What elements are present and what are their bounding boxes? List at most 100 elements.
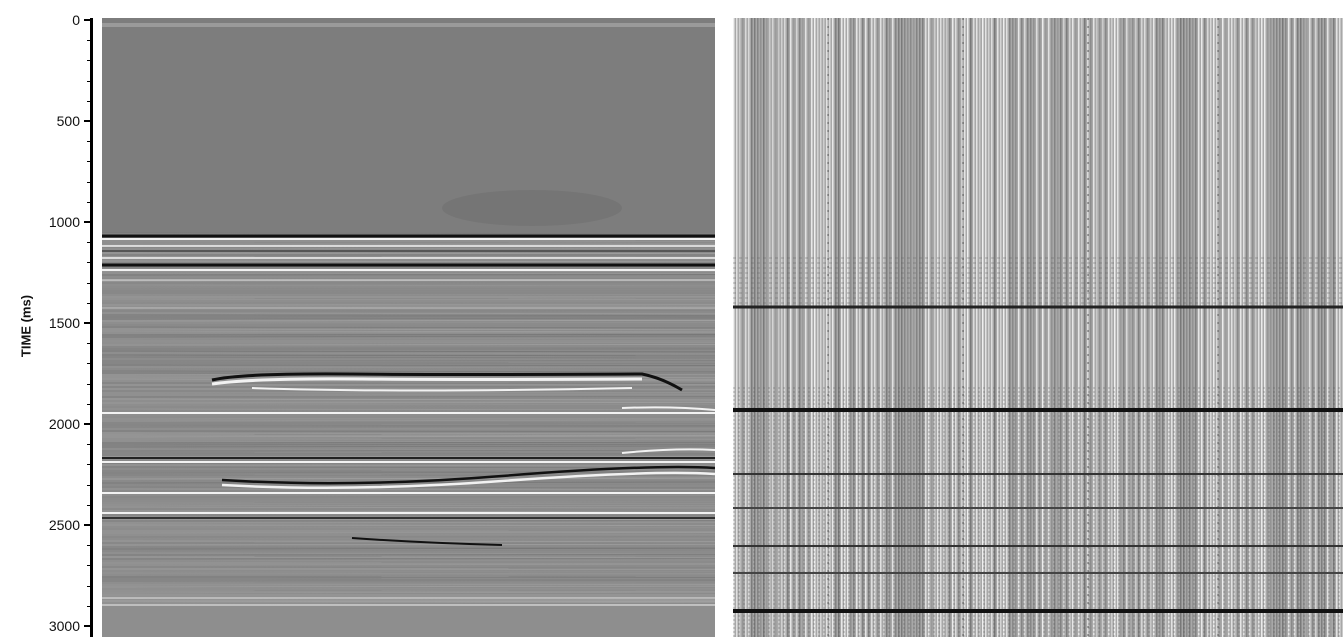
trace: [931, 18, 933, 637]
trace: [1084, 18, 1086, 637]
texture-line: [102, 585, 715, 588]
trace: [1159, 18, 1161, 637]
texture-line: [102, 547, 715, 550]
texture-line: [102, 598, 715, 601]
trace: [1222, 18, 1224, 637]
trace: [781, 18, 783, 637]
trace: [1135, 18, 1137, 637]
trace: [745, 18, 747, 637]
trace: [1315, 18, 1317, 637]
trace: [991, 18, 993, 637]
texture-line: [102, 321, 715, 324]
minor-tick: [87, 585, 91, 587]
trace: [985, 18, 987, 637]
texture-line: [102, 448, 715, 451]
trace: [928, 18, 930, 637]
trace: [925, 18, 927, 637]
trace: [895, 18, 897, 637]
trace: [1168, 18, 1170, 637]
trace: [1291, 18, 1293, 637]
minor-tick: [87, 161, 91, 163]
texture-line: [102, 400, 715, 403]
tick-label: 2000: [48, 416, 80, 432]
texture-line: [102, 367, 715, 370]
texture-line: [102, 443, 715, 446]
trace: [889, 18, 891, 637]
trace: [1072, 18, 1074, 637]
texture-line: [102, 557, 715, 560]
trace: [1321, 18, 1323, 637]
shadow-patch: [442, 190, 622, 226]
minor-tick: [87, 60, 91, 62]
trace: [988, 18, 990, 637]
trace: [784, 18, 786, 637]
minor-tick: [87, 464, 91, 466]
trace: [823, 18, 825, 637]
trace: [1051, 18, 1053, 637]
texture-line: [102, 471, 715, 474]
trace: [958, 18, 960, 637]
minor-tick: [87, 343, 91, 345]
trace: [841, 18, 843, 637]
seismic-section-right: [733, 18, 1343, 637]
trace: [814, 18, 816, 637]
texture-line: [102, 354, 715, 357]
trace: [865, 18, 867, 637]
trace: [1303, 18, 1305, 637]
trace: [913, 18, 915, 637]
trace: [970, 18, 972, 637]
seismic-image-right: [733, 18, 1343, 637]
trace: [1063, 18, 1065, 637]
texture-line: [102, 337, 715, 340]
trace: [940, 18, 942, 637]
trace: [1066, 18, 1068, 637]
texture-line: [102, 403, 715, 406]
trace: [1177, 18, 1179, 637]
texture-line: [102, 514, 715, 517]
top-stripe: [102, 23, 715, 27]
trace: [934, 18, 936, 637]
tick-label: 0: [72, 12, 80, 28]
trace: [775, 18, 777, 637]
trace: [919, 18, 921, 637]
texture-line: [102, 488, 715, 491]
texture-line: [102, 356, 715, 359]
texture-line: [102, 285, 715, 288]
trace: [1045, 18, 1047, 637]
texture-line: [102, 549, 715, 552]
trace: [1042, 18, 1044, 637]
trace: [751, 18, 753, 637]
trace: [1093, 18, 1095, 637]
tick-label: 2500: [48, 517, 80, 533]
minor-tick: [87, 201, 91, 203]
trace: [880, 18, 882, 637]
trace: [1000, 18, 1002, 637]
texture-line: [102, 506, 715, 509]
texture-line: [102, 504, 715, 507]
trace: [1141, 18, 1143, 637]
trace: [1099, 18, 1101, 637]
trace: [1036, 18, 1038, 637]
minor-tick: [87, 383, 91, 385]
trace: [1183, 18, 1185, 637]
trace: [1021, 18, 1023, 637]
trace: [1189, 18, 1191, 637]
trace: [835, 18, 837, 637]
minor-tick: [87, 242, 91, 244]
texture-line: [102, 445, 715, 448]
trace: [892, 18, 894, 637]
axis-line: [90, 18, 93, 637]
texture-line: [102, 535, 715, 538]
texture-line: [102, 330, 715, 333]
trace: [1150, 18, 1152, 637]
texture-line: [102, 563, 715, 566]
tick-label: 3000: [48, 618, 80, 634]
minor-tick: [87, 545, 91, 547]
trace: [946, 18, 948, 637]
trace: [883, 18, 885, 637]
tick-mark: [84, 19, 91, 21]
trace: [1207, 18, 1209, 637]
texture-line: [102, 364, 715, 367]
reflector-curve: [621, 406, 715, 411]
trace: [790, 18, 792, 637]
